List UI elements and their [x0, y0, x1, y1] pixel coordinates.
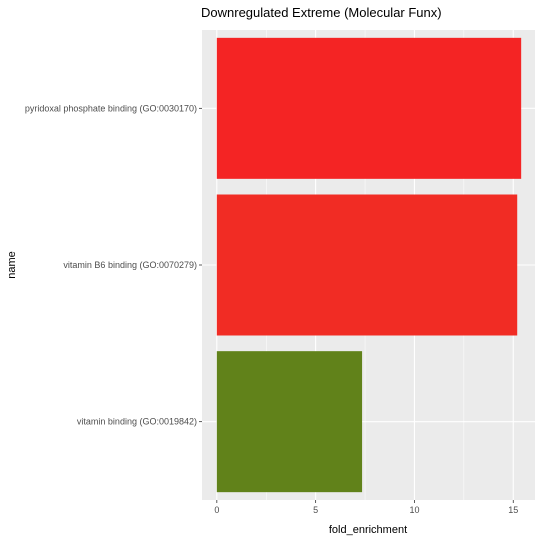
bar	[217, 38, 521, 179]
x-tick-label: 15	[508, 505, 518, 515]
y-tick-label: pyridoxal phosphate binding (GO:0030170)	[25, 103, 197, 113]
bar	[217, 351, 362, 492]
x-tick-label: 10	[409, 505, 419, 515]
chart-title: Downregulated Extreme (Molecular Funx)	[201, 5, 442, 20]
y-tick-label: vitamin binding (GO:0019842)	[77, 417, 197, 427]
bar	[217, 195, 517, 336]
x-axis-title: fold_enrichment	[329, 524, 407, 536]
x-tick-label: 5	[313, 505, 318, 515]
y-tick-label: vitamin B6 binding (GO:0070279)	[63, 260, 197, 270]
y-axis-title: name	[6, 251, 18, 279]
x-tick-label: 0	[214, 505, 219, 515]
